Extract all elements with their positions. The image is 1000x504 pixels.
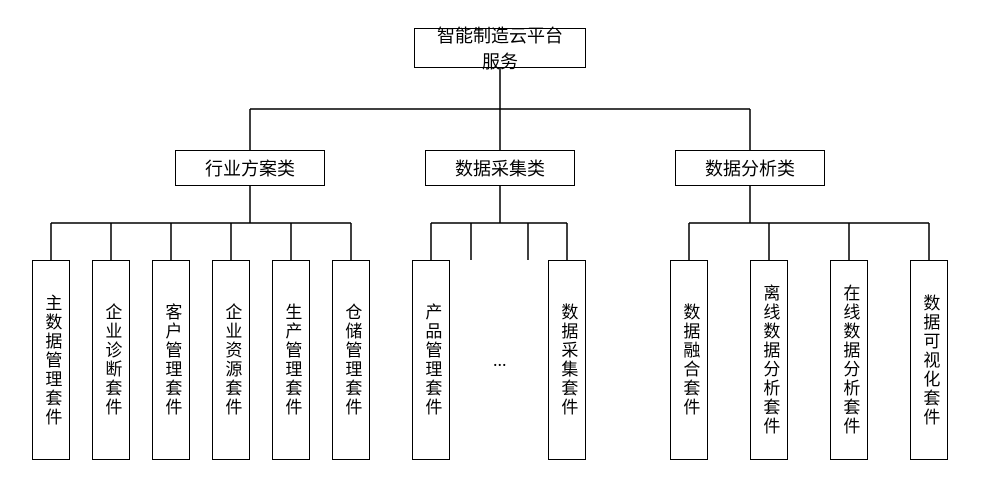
leaf-node: 产品管理套件 — [412, 260, 450, 460]
root-node: 智能制造云平台服务 — [414, 28, 586, 68]
mid-node-collect: 数据采集类 — [425, 150, 575, 186]
leaf-node: 数据可视化套件 — [910, 260, 948, 460]
leaf-node-label: 仓储管理套件 — [342, 303, 361, 417]
leaf-node-label: 客户管理套件 — [162, 303, 181, 417]
leaf-node-label: 在线数据分析套件 — [840, 284, 859, 436]
leaf-node: 离线数据分析套件 — [750, 260, 788, 460]
leaf-node: 仓储管理套件 — [332, 260, 370, 460]
leaf-node: 企业诊断套件 — [92, 260, 130, 460]
leaf-node: 生产管理套件 — [272, 260, 310, 460]
leaf-node: 数据采集套件 — [548, 260, 586, 460]
leaf-node-label: 离线数据分析套件 — [760, 284, 779, 436]
ellipsis: ... — [493, 350, 507, 371]
leaf-node-label: 主数据管理套件 — [42, 294, 61, 427]
leaf-node: 主数据管理套件 — [32, 260, 70, 460]
ellipsis-label: ... — [493, 350, 507, 370]
mid-node-label: 数据采集类 — [455, 155, 545, 181]
leaf-node-label: 产品管理套件 — [422, 303, 441, 417]
mid-node-industry: 行业方案类 — [175, 150, 325, 186]
mid-node-label: 数据分析类 — [705, 155, 795, 181]
leaf-node-label: 生产管理套件 — [282, 303, 301, 417]
mid-node-label: 行业方案类 — [205, 155, 295, 181]
leaf-node-label: 企业诊断套件 — [102, 303, 121, 417]
leaf-node-label: 企业资源套件 — [222, 303, 241, 417]
mid-node-analysis: 数据分析类 — [675, 150, 825, 186]
leaf-node-label: 数据可视化套件 — [920, 294, 939, 427]
leaf-node-label: 数据采集套件 — [558, 303, 577, 417]
leaf-node-label: 数据融合套件 — [680, 303, 699, 417]
leaf-node: 数据融合套件 — [670, 260, 708, 460]
leaf-node: 客户管理套件 — [152, 260, 190, 460]
root-label: 智能制造云平台服务 — [433, 22, 567, 74]
leaf-node: 在线数据分析套件 — [830, 260, 868, 460]
leaf-node: 企业资源套件 — [212, 260, 250, 460]
